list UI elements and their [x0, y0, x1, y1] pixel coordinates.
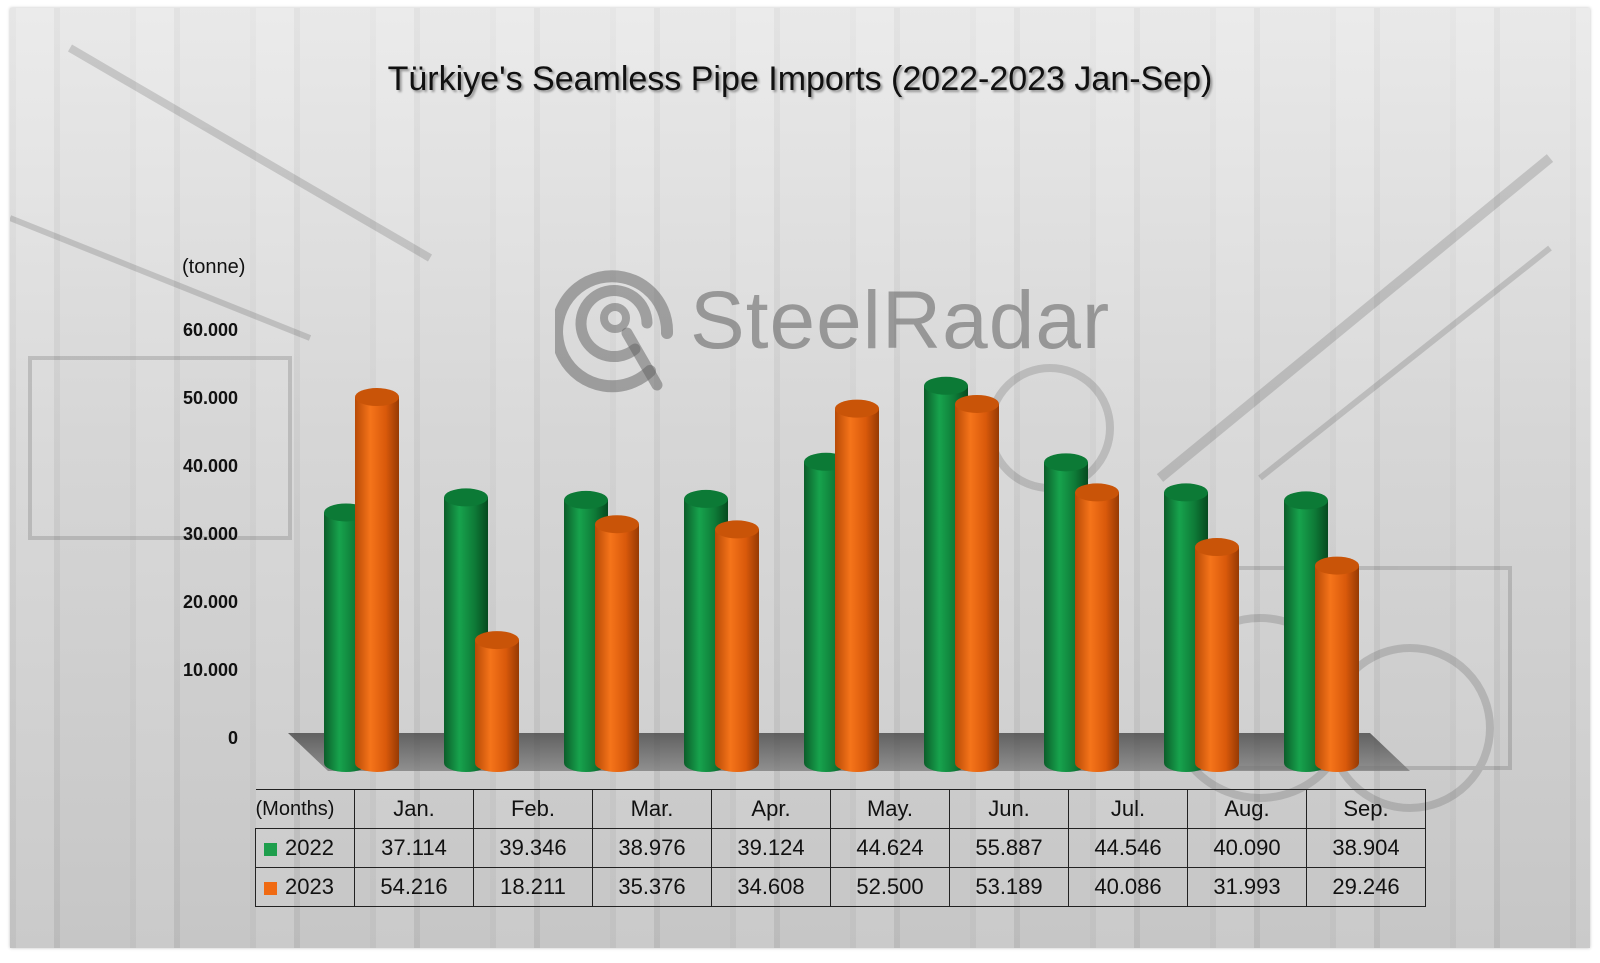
data-cell: 53.189: [949, 867, 1069, 907]
y-tick-label: 60.000: [183, 320, 238, 340]
bar-cap: [955, 394, 999, 413]
month-header: May.: [830, 789, 950, 829]
bar-series: [324, 376, 1359, 772]
data-table: (Months) Jan. Feb. Mar. Apr. May. Jun. Jul. Aug…: [255, 789, 1426, 907]
bar-2023-may: [835, 399, 879, 772]
bar-cap: [595, 515, 639, 534]
y-tick-label: 20.000: [183, 592, 238, 612]
bar-cap: [444, 488, 488, 507]
chart-title: Türkiye's Seamless Pipe Imports (2022-20…: [387, 60, 1213, 98]
month-header: Jan.: [354, 789, 474, 829]
bar-2023-jul: [1075, 483, 1119, 772]
bar-cap: [924, 376, 968, 395]
bar-2023-mar: [595, 515, 639, 772]
bar-cap: [564, 490, 608, 509]
bar-cap: [1315, 556, 1359, 575]
data-cell: 35.376: [592, 867, 712, 907]
y-tick-label: 40.000: [183, 456, 238, 476]
month-header: Aug.: [1187, 789, 1307, 829]
bar-cap: [355, 388, 399, 407]
y-axis-unit-label: (tonne): [182, 256, 246, 278]
bar-2023-aug: [1195, 538, 1239, 772]
data-cell: 18.211: [473, 867, 593, 907]
month-header: Sep.: [1306, 789, 1426, 829]
data-cell: 38.976: [592, 828, 712, 868]
data-cell: 37.114: [354, 828, 474, 868]
data-cell: 39.124: [711, 828, 831, 868]
y-axis: 60.000 50.000 40.000 30.000 20.000 10.000 0: [183, 320, 238, 748]
bar-2023-sep: [1315, 556, 1359, 772]
chart-canvas: Türkiye's Seamless Pipe Imports (2022-20…: [10, 8, 1590, 948]
data-table-row-2022: 2022 37.114 39.346 38.976 39.124 44.624 55.887…: [255, 828, 1426, 868]
bar-body: [835, 408, 879, 772]
bar-cap: [1284, 491, 1328, 510]
bar-body: [1195, 547, 1239, 772]
series-name: 2023: [285, 874, 334, 899]
data-table-row-2023: 2023 54.216 18.211 35.376 34.608 52.500 53.189…: [255, 867, 1426, 907]
legend-key-2023: 2023: [255, 867, 355, 907]
bar-cap: [475, 631, 519, 650]
data-cell: 40.090: [1187, 828, 1307, 868]
bar-body: [475, 640, 519, 772]
bar-body: [355, 397, 399, 772]
data-cell: 44.546: [1068, 828, 1188, 868]
chart-plot: 60.000 50.000 40.000 30.000 20.000 10.000 0: [183, 320, 1410, 772]
series-name: 2022: [285, 835, 334, 860]
legend-swatch: [264, 881, 277, 895]
bar-cap: [835, 399, 879, 418]
data-cell: 40.086: [1068, 867, 1188, 907]
bar-2023-feb: [475, 631, 519, 772]
legend-swatch: [264, 842, 277, 856]
month-header: Jun.: [949, 789, 1069, 829]
bar-cap: [1164, 483, 1208, 502]
bar-cap: [1195, 538, 1239, 557]
data-cell: 44.624: [830, 828, 950, 868]
month-header: Mar.: [592, 789, 712, 829]
month-header: Apr.: [711, 789, 831, 829]
steelradar-watermark: SteelRadar: [690, 275, 1111, 366]
x-axis-label: (Months): [255, 789, 355, 829]
y-tick-label: 30.000: [183, 524, 238, 544]
data-cell: 54.216: [354, 867, 474, 907]
y-tick-label: 0: [228, 728, 238, 748]
y-tick-label: 10.000: [183, 660, 238, 680]
data-cell: 34.608: [711, 867, 831, 907]
bar-body: [955, 403, 999, 772]
bar-body: [595, 524, 639, 772]
bar-cap: [1075, 483, 1119, 502]
bar-2023-jun: [955, 394, 999, 772]
data-cell: 29.246: [1306, 867, 1426, 907]
legend-key-2022: 2022: [255, 828, 355, 868]
bar-cap: [715, 520, 759, 539]
month-header: Feb.: [473, 789, 593, 829]
bar-cap: [1044, 453, 1088, 472]
data-cell: 52.500: [830, 867, 950, 907]
data-cell: 31.993: [1187, 867, 1307, 907]
steelradar-logo-icon: [555, 270, 674, 393]
bar-cap: [684, 489, 728, 508]
data-table-header-row: (Months) Jan. Feb. Mar. Apr. May. Jun. Jul. Aug…: [255, 789, 1426, 829]
bar-body: [1075, 492, 1119, 772]
data-cell: 39.346: [473, 828, 593, 868]
bar-2023-apr: [715, 520, 759, 772]
month-header: Jul.: [1068, 789, 1188, 829]
bar-body: [715, 529, 759, 772]
bar-body: [1315, 565, 1359, 772]
data-cell: 55.887: [949, 828, 1069, 868]
y-tick-label: 50.000: [183, 388, 238, 408]
data-cell: 38.904: [1306, 828, 1426, 868]
bar-2023-jan: [355, 388, 399, 772]
